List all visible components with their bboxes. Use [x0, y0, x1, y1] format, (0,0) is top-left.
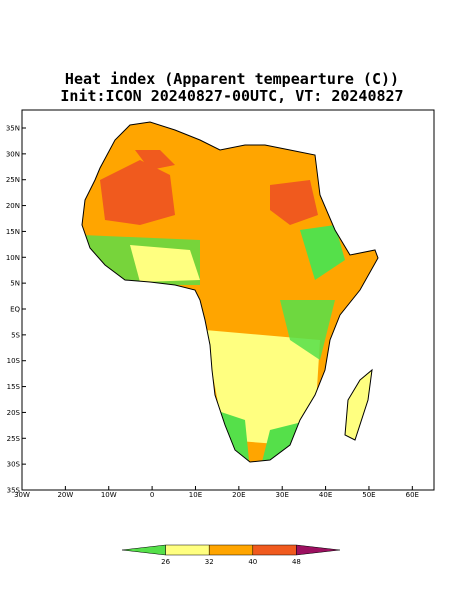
colorbar-segment: [165, 544, 210, 556]
lat-tick-label: 25N: [6, 176, 20, 184]
colorbar-label: 40: [248, 558, 257, 566]
fill-red: [100, 160, 175, 225]
lon-tick-label: 20W: [57, 491, 73, 499]
lat-tick-label: 20S: [7, 409, 21, 417]
lon-tick-label: 40E: [319, 491, 332, 499]
colorbar-label: 32: [205, 558, 214, 566]
lat-tick-label: 30N: [6, 150, 20, 158]
fill-red: [270, 180, 318, 225]
lat-tick-label: 25S: [7, 435, 21, 443]
lon-tick-label: 10E: [189, 491, 202, 499]
colorbar-label: 26: [161, 558, 170, 566]
lon-tick-label: 30E: [276, 491, 289, 499]
lon-tick-label: 0: [150, 491, 154, 499]
lat-tick-label: 10N: [6, 254, 20, 262]
lon-tick-label: 30W: [14, 491, 30, 499]
lon-tick-label: 50E: [362, 491, 375, 499]
colorbar-segment: [121, 544, 166, 556]
lat-tick-label: 35S: [7, 487, 21, 495]
lat-tick-label: 15S: [7, 383, 21, 391]
lon-tick-label: 20E: [232, 491, 245, 499]
lat-tick-label: 20N: [6, 202, 20, 210]
lat-tick-label: EQ: [10, 306, 20, 314]
fill-red: [135, 150, 175, 170]
title-line1: Heat index (Apparent tempearture (C)): [65, 70, 399, 88]
lat-tick-label: 10S: [7, 357, 21, 365]
lat-tick-label: 5S: [11, 331, 20, 339]
title-line2: Init:ICON 20240827-00UTC, VT: 20240827: [60, 87, 403, 105]
fill-green: [300, 225, 345, 280]
colorbar-segment: [296, 544, 341, 556]
colorbar-label: 48: [292, 558, 301, 566]
lat-tick-label: 15N: [6, 228, 20, 236]
lon-tick-label: 60E: [406, 491, 419, 499]
lon-tick-label: 10W: [101, 491, 117, 499]
fill-yellow: [130, 245, 200, 282]
fill-green: [280, 300, 335, 360]
colorbar-segment: [208, 544, 254, 556]
lat-tick-label: 35N: [6, 125, 20, 133]
madagascar: [344, 368, 373, 441]
lat-tick-label: 30S: [7, 461, 21, 469]
lat-tick-label: 5N: [10, 280, 20, 288]
colorbar-segment: [252, 544, 297, 556]
